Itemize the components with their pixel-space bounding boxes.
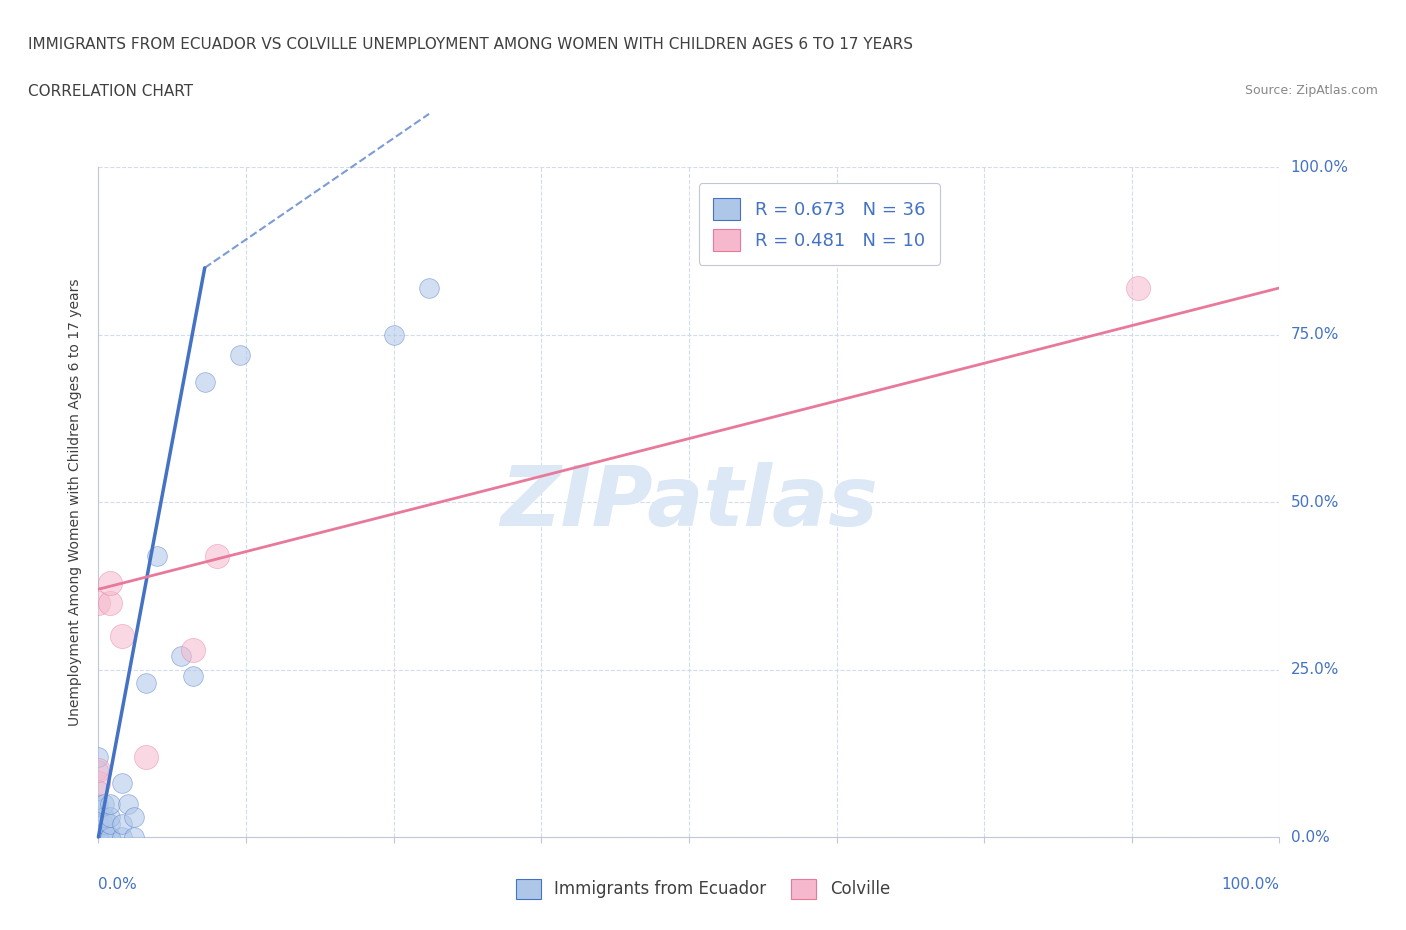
- Point: [87, 803, 110, 817]
- Point: [181, 669, 204, 684]
- Point: [87, 830, 110, 844]
- Point: [98, 830, 121, 844]
- Point: [98, 595, 121, 610]
- Text: 25.0%: 25.0%: [1291, 662, 1339, 677]
- Point: [87, 763, 110, 777]
- Point: [87, 830, 110, 844]
- Point: [122, 830, 145, 844]
- Point: [87, 783, 110, 798]
- Legend: R = 0.673   N = 36, R = 0.481   N = 10: R = 0.673 N = 36, R = 0.481 N = 10: [699, 183, 939, 265]
- Text: 75.0%: 75.0%: [1291, 327, 1339, 342]
- Point: [98, 796, 121, 811]
- Text: 50.0%: 50.0%: [1291, 495, 1339, 510]
- Point: [87, 817, 110, 831]
- Point: [135, 750, 157, 764]
- Text: IMMIGRANTS FROM ECUADOR VS COLVILLE UNEMPLOYMENT AMONG WOMEN WITH CHILDREN AGES : IMMIGRANTS FROM ECUADOR VS COLVILLE UNEM…: [28, 37, 912, 52]
- Point: [87, 595, 110, 610]
- Point: [382, 327, 405, 342]
- Point: [111, 817, 134, 831]
- Text: 100.0%: 100.0%: [1222, 877, 1279, 892]
- Text: 100.0%: 100.0%: [1291, 160, 1348, 175]
- Point: [111, 629, 134, 644]
- Point: [111, 776, 134, 790]
- Text: Source: ZipAtlas.com: Source: ZipAtlas.com: [1244, 84, 1378, 97]
- Point: [98, 575, 121, 590]
- Point: [98, 817, 121, 831]
- Point: [418, 281, 440, 296]
- Point: [122, 809, 145, 824]
- Point: [87, 763, 110, 777]
- Point: [194, 374, 217, 389]
- Text: 0.0%: 0.0%: [98, 877, 138, 892]
- Point: [87, 809, 110, 824]
- Point: [229, 348, 252, 363]
- Point: [87, 830, 110, 844]
- Point: [117, 796, 139, 811]
- Text: ZIPatlas: ZIPatlas: [501, 461, 877, 543]
- Point: [87, 830, 110, 844]
- Point: [93, 796, 115, 811]
- Point: [98, 809, 121, 824]
- Text: 0.0%: 0.0%: [1291, 830, 1329, 844]
- Point: [87, 830, 110, 844]
- Point: [1126, 281, 1149, 296]
- Point: [170, 649, 193, 664]
- Point: [87, 750, 110, 764]
- Text: CORRELATION CHART: CORRELATION CHART: [28, 84, 193, 99]
- Point: [87, 817, 110, 831]
- Point: [181, 642, 204, 657]
- Point: [93, 817, 115, 831]
- Point: [93, 830, 115, 844]
- Point: [87, 796, 110, 811]
- Point: [93, 809, 115, 824]
- Y-axis label: Unemployment Among Women with Children Ages 6 to 17 years: Unemployment Among Women with Children A…: [69, 278, 83, 726]
- Point: [98, 830, 121, 844]
- Legend: Immigrants from Ecuador, Colville: Immigrants from Ecuador, Colville: [503, 866, 903, 912]
- Point: [87, 776, 110, 790]
- Point: [146, 549, 169, 564]
- Point: [111, 830, 134, 844]
- Point: [205, 549, 228, 564]
- Point: [135, 675, 157, 690]
